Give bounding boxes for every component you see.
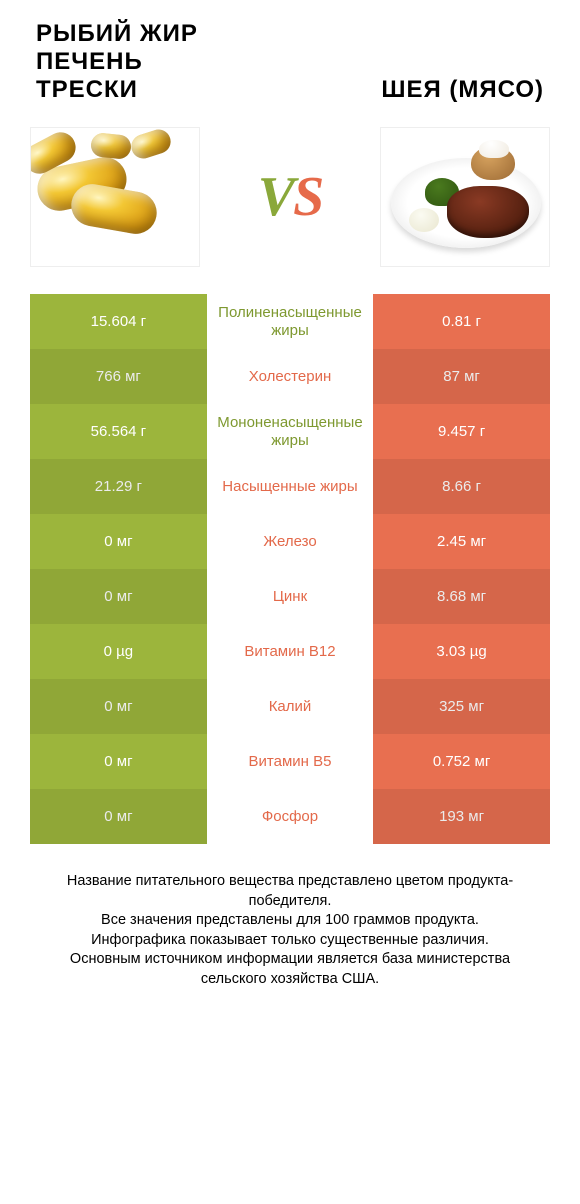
table-row: 766 мгХолестерин87 мг <box>30 349 550 404</box>
cell-label: Насыщенные жиры <box>207 459 373 514</box>
vs-label: VS <box>258 165 323 229</box>
table-row: 0 мгЖелезо2.45 мг <box>30 514 550 569</box>
vs-s: S <box>293 166 322 228</box>
vs-v: V <box>258 166 293 228</box>
comparison-table: 15.604 гПолиненасыщенные жиры0.81 г766 м… <box>30 294 550 844</box>
cell-left: 0 мг <box>30 514 207 569</box>
cell-left: 0 µg <box>30 624 207 679</box>
cell-label: Холестерин <box>207 349 373 404</box>
cell-right: 87 мг <box>373 349 550 404</box>
table-row: 0 мгЦинк8.68 мг <box>30 569 550 624</box>
table-row: 15.604 гПолиненасыщенные жиры0.81 г <box>30 294 550 349</box>
footer: Название питательного вещества представл… <box>30 872 550 989</box>
cell-left: 56.564 г <box>30 404 207 459</box>
titles-row: РЫБИЙ ЖИР ПЕЧЕНЬ ТРЕСКИ ШЕЯ (МЯСО) <box>30 20 550 104</box>
table-row: 0 µgВитамин B123.03 µg <box>30 624 550 679</box>
cell-left: 15.604 г <box>30 294 207 349</box>
cell-left: 0 мг <box>30 734 207 789</box>
cell-right: 193 мг <box>373 789 550 844</box>
image-left <box>30 127 200 267</box>
cell-label: Железо <box>207 514 373 569</box>
cell-right: 2.45 мг <box>373 514 550 569</box>
cell-right: 9.457 г <box>373 404 550 459</box>
cell-right: 325 мг <box>373 679 550 734</box>
cell-left: 0 мг <box>30 569 207 624</box>
cell-right: 8.66 г <box>373 459 550 514</box>
table-row: 56.564 гМононенасыщенные жиры9.457 г <box>30 404 550 459</box>
table-row: 21.29 гНасыщенные жиры8.66 г <box>30 459 550 514</box>
title-right: ШЕЯ (МЯСО) <box>330 76 550 104</box>
cell-left: 0 мг <box>30 679 207 734</box>
cell-right: 8.68 мг <box>373 569 550 624</box>
cell-left: 0 мг <box>30 789 207 844</box>
cell-label: Цинк <box>207 569 373 624</box>
cell-label: Витамин B5 <box>207 734 373 789</box>
cell-label: Фосфор <box>207 789 373 844</box>
image-right <box>380 127 550 267</box>
footer-line: Инфографика показывает только существенн… <box>38 931 542 951</box>
table-row: 0 мгФосфор193 мг <box>30 789 550 844</box>
table-row: 0 мгКалий325 мг <box>30 679 550 734</box>
cell-left: 21.29 г <box>30 459 207 514</box>
table-row: 0 мгВитамин B50.752 мг <box>30 734 550 789</box>
footer-line: Все значения представлены для 100 граммо… <box>38 911 542 931</box>
cell-label: Витамин B12 <box>207 624 373 679</box>
cell-right: 0.81 г <box>373 294 550 349</box>
cell-label: Полиненасыщенные жиры <box>207 294 373 349</box>
images-row: VS <box>30 122 550 272</box>
title-left: РЫБИЙ ЖИР ПЕЧЕНЬ ТРЕСКИ <box>30 20 250 104</box>
footer-line: Название питательного вещества представл… <box>38 872 542 911</box>
footer-line: Основным источником информации является … <box>38 950 542 989</box>
cell-right: 0.752 мг <box>373 734 550 789</box>
cell-left: 766 мг <box>30 349 207 404</box>
cell-right: 3.03 µg <box>373 624 550 679</box>
cell-label: Мононенасыщенные жиры <box>207 404 373 459</box>
cell-label: Калий <box>207 679 373 734</box>
